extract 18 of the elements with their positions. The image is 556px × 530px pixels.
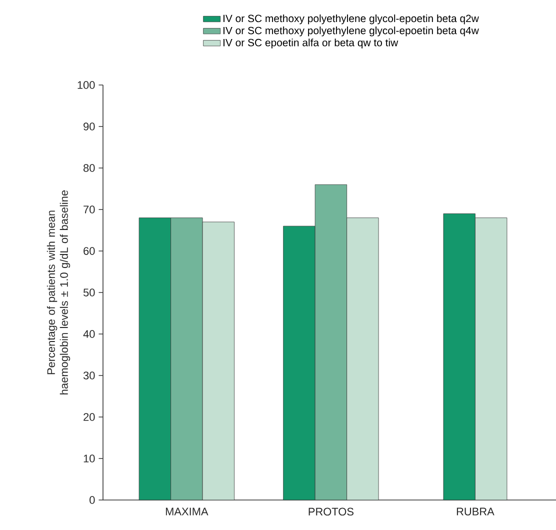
y-tick-label: 50 xyxy=(83,288,95,296)
y-tick-label: 90 xyxy=(84,122,95,130)
y-tick-label: 40 xyxy=(83,330,95,338)
y-axis-title: Percentage of patients with mean haemoglobin levels ± 1.0 g/dL of baseline xyxy=(46,190,70,394)
y-tick-label: 100 xyxy=(78,81,95,89)
legend-label: IV or SC methoxy polyethylene glycol-epoetin beta q2w xyxy=(224,14,479,24)
x-tick-label: RUBRA xyxy=(456,508,494,516)
x-tick-label: PROTOS xyxy=(308,508,354,516)
legend-label: IV or SC epoetin alfa or beta qw to tiw xyxy=(224,38,398,48)
x-tick-label: MAXIMA xyxy=(166,508,208,516)
y-tick-label: 60 xyxy=(84,247,95,255)
y-tick-label: 70 xyxy=(84,206,95,214)
y-tick-label: 80 xyxy=(84,164,95,172)
y-tick-label: 0 xyxy=(90,496,95,504)
y-tick-label: 20 xyxy=(84,413,95,421)
legend-label: IV or SC methoxy polyethylene glycol-epoetin beta q4w xyxy=(224,26,479,36)
y-tick-label: 30 xyxy=(83,372,95,380)
y-tick-label: 10 xyxy=(84,454,95,462)
